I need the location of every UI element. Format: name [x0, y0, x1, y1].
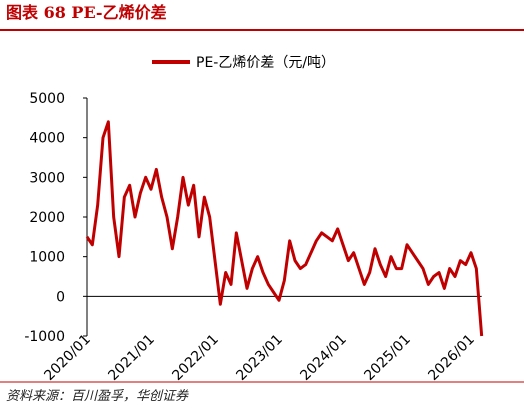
x-tick-label: 2023/01 [233, 332, 285, 384]
legend-label: PE-乙烯价差（元/吨） [196, 55, 335, 71]
series-line [85, 120, 484, 337]
x-tick-label: 2025/01 [361, 332, 413, 384]
y-tick-label: -1000 [24, 329, 65, 345]
source-note: 资料来源：百川盈孚，华创证券 [6, 389, 189, 404]
x-tick-label: 2022/01 [169, 332, 221, 384]
y-tick-label: 1000 [29, 250, 65, 266]
x-tick-label: 2026/01 [425, 332, 477, 384]
x-tick-label: 2021/01 [105, 332, 157, 384]
y-tick-label: 2000 [29, 210, 65, 226]
y-tick-label: 4000 [29, 131, 65, 147]
y-tick-label: 0 [56, 289, 65, 305]
y-tick-label: 3000 [29, 170, 65, 186]
chart-title: 图表 68 PE-乙烯价差 [6, 3, 167, 22]
y-tick-label: 5000 [29, 91, 65, 107]
x-tick-label: 2024/01 [297, 332, 349, 384]
